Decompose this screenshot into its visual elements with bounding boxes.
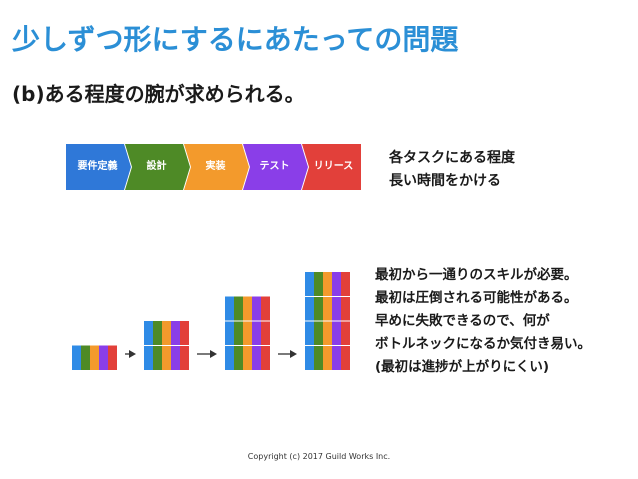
skill-stripe	[341, 345, 350, 370]
skill-stripe	[341, 321, 350, 346]
skill-stripe	[314, 272, 323, 297]
process-step-chevron	[302, 144, 361, 190]
skill-stack	[144, 321, 189, 370]
skill-stripe	[90, 345, 99, 370]
skill-stripe	[234, 321, 243, 346]
step-label-requirements: 要件定義	[77, 161, 118, 172]
skill-stripe	[225, 296, 234, 321]
progress-arrow-head	[129, 350, 136, 358]
skill-stripe	[81, 345, 90, 370]
skill-stripe	[72, 345, 81, 370]
skill-stripe	[108, 345, 117, 370]
skill-stack	[305, 272, 350, 370]
note-top-line: 各タスクにある程度	[389, 150, 515, 166]
skill-stripe	[305, 345, 314, 370]
skill-stripe	[162, 321, 171, 346]
skill-stripe	[234, 345, 243, 370]
skill-stripe	[305, 321, 314, 346]
step-label-test: テスト	[259, 161, 290, 172]
note-top-line: 長い時間をかける	[389, 173, 501, 189]
note-top: 各タスクにある程度 長い時間をかける	[389, 147, 515, 193]
progress-arrow-head	[210, 350, 217, 358]
skill-stripe	[323, 321, 332, 346]
skill-stripe	[305, 272, 314, 297]
skill-stripe	[323, 345, 332, 370]
skill-stripe	[314, 296, 323, 321]
step-label-implementation: 実装	[205, 161, 226, 172]
skill-stripe	[144, 321, 153, 346]
note-bottom-line: ボトルネックになるか気付き易い。	[375, 336, 591, 352]
skill-stack	[225, 296, 270, 370]
note-bottom-line: (最初は進捗が上がりにくい)	[375, 359, 550, 375]
skill-stripe	[332, 272, 341, 297]
skill-stripe	[243, 345, 252, 370]
skill-stripe	[341, 296, 350, 321]
skill-stripe	[153, 345, 162, 370]
note-bottom-line: 最初は圧倒される可能性がある。	[375, 290, 578, 306]
skill-stripe	[252, 321, 261, 346]
skill-stripe	[261, 345, 270, 370]
skill-stripe	[243, 296, 252, 321]
skill-stripe	[252, 296, 261, 321]
process-step-chevron	[66, 144, 131, 190]
skill-stripe	[234, 296, 243, 321]
skill-stripe	[314, 345, 323, 370]
skill-stripe	[332, 345, 341, 370]
progress-arrow-head	[290, 350, 297, 358]
slide-subtitle: (b)ある程度の腕が求められる。	[12, 82, 305, 106]
skill-stripe	[305, 296, 314, 321]
skill-stripe	[171, 345, 180, 370]
note-bottom-line: 最初から一通りのスキルが必要。	[375, 267, 578, 283]
skill-stripe	[225, 321, 234, 346]
step-label-release: リリース	[313, 161, 354, 172]
skill-stripe	[99, 345, 108, 370]
skill-stripe	[341, 272, 350, 297]
note-bottom: 最初から一通りのスキルが必要。 最初は圧倒される可能性がある。 早めに失敗できる…	[375, 264, 591, 379]
skill-stripe	[323, 272, 332, 297]
skill-stripe	[261, 321, 270, 346]
skill-stripe	[153, 321, 162, 346]
skill-stripe	[323, 296, 332, 321]
note-bottom-line: 早めに失敗できるので、何が	[375, 313, 550, 329]
skill-stripe	[332, 321, 341, 346]
skill-stripe	[162, 345, 171, 370]
process-chevron-flow: 要件定義 設計 実装 テスト リリース	[66, 144, 366, 190]
process-step-chevron	[184, 144, 249, 190]
skill-stripe	[261, 296, 270, 321]
skill-stripe	[180, 321, 189, 346]
copyright-text: Copyright (c) 2017 Guild Works Inc.	[247, 452, 391, 461]
skill-stripe	[225, 345, 234, 370]
skill-stripe	[243, 321, 252, 346]
process-chevron-graphic	[66, 144, 361, 190]
skill-stripe	[252, 345, 261, 370]
process-step-chevron	[125, 144, 190, 190]
skill-stripe	[171, 321, 180, 346]
skill-stripe	[314, 321, 323, 346]
skill-stack	[72, 345, 117, 370]
skill-stripe	[332, 296, 341, 321]
step-label-design: 設計	[146, 161, 167, 172]
skill-stripe	[144, 345, 153, 370]
slide-title: 少しずつ形にするにあたっての問題	[12, 23, 459, 56]
skill-stripe	[180, 345, 189, 370]
process-step-chevron	[243, 144, 308, 190]
